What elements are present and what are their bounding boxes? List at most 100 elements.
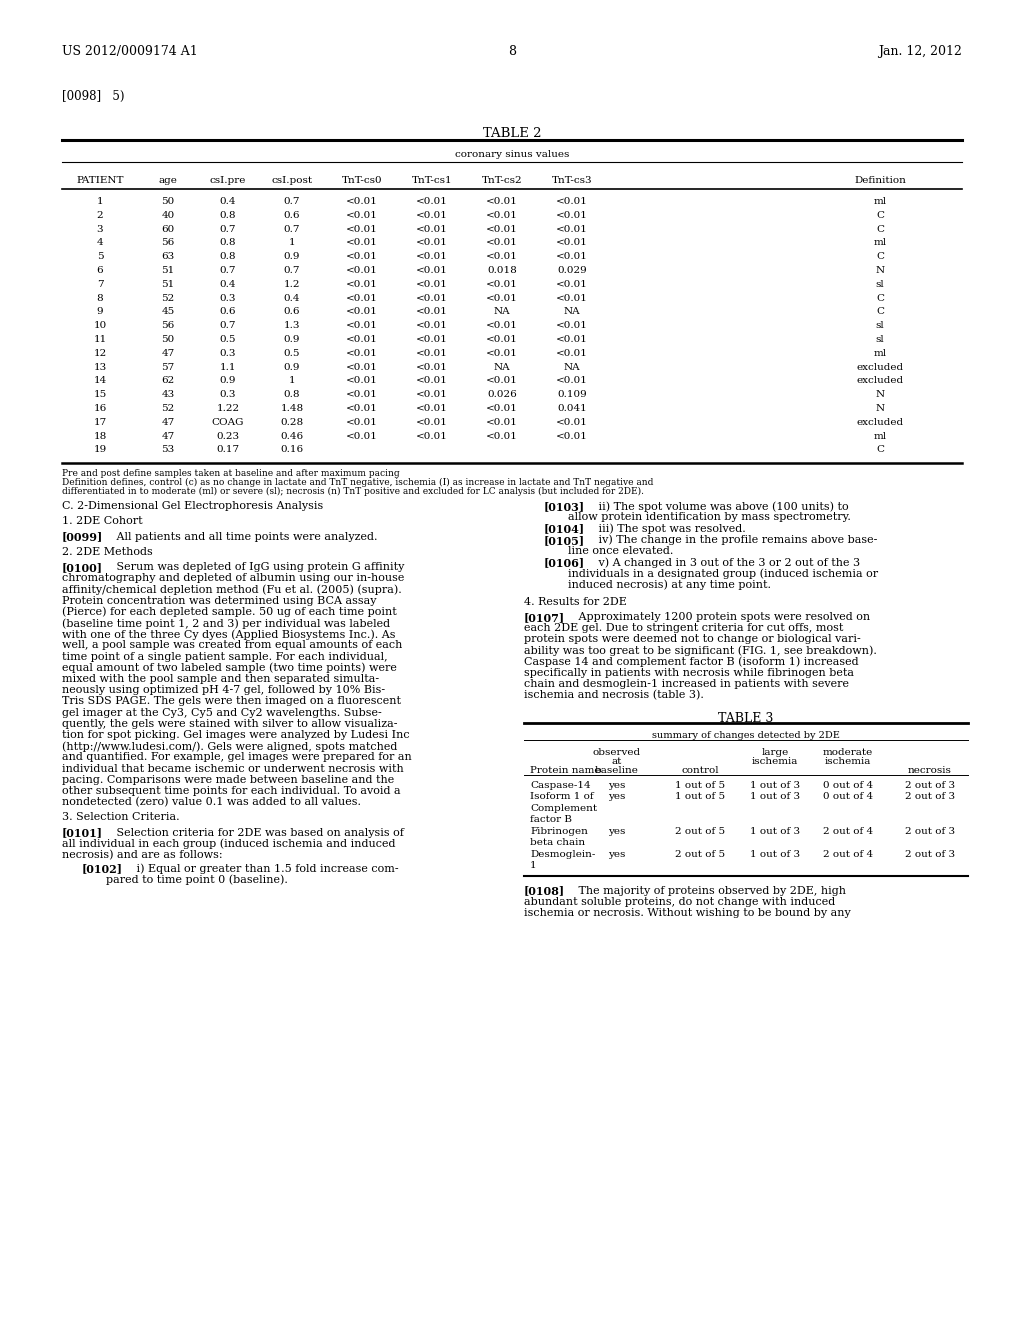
Text: at: at <box>611 756 623 766</box>
Text: <0.01: <0.01 <box>346 239 378 247</box>
Text: <0.01: <0.01 <box>346 376 378 385</box>
Text: Fibrinogen: Fibrinogen <box>530 826 588 836</box>
Text: individual that became ischemic or underwent necrosis with: individual that became ischemic or under… <box>62 763 403 774</box>
Text: 0.5: 0.5 <box>284 348 300 358</box>
Text: 56: 56 <box>162 239 175 247</box>
Text: 1: 1 <box>530 861 537 870</box>
Text: beta chain: beta chain <box>530 838 585 847</box>
Text: 1.48: 1.48 <box>281 404 303 413</box>
Text: 1: 1 <box>96 197 103 206</box>
Text: Complement: Complement <box>530 804 597 813</box>
Text: 62: 62 <box>162 376 175 385</box>
Text: C: C <box>876 211 884 220</box>
Text: (Pierce) for each depleted sample. 50 ug of each time point: (Pierce) for each depleted sample. 50 ug… <box>62 607 396 618</box>
Text: 51: 51 <box>162 280 175 289</box>
Text: 0.8: 0.8 <box>220 211 237 220</box>
Text: large: large <box>762 747 788 756</box>
Text: 2 out of 3: 2 out of 3 <box>905 826 955 836</box>
Text: <0.01: <0.01 <box>416 348 447 358</box>
Text: 0.8: 0.8 <box>284 391 300 399</box>
Text: pared to time point 0 (baseline).: pared to time point 0 (baseline). <box>106 874 288 884</box>
Text: 0.7: 0.7 <box>284 197 300 206</box>
Text: 0.46: 0.46 <box>281 432 303 441</box>
Text: <0.01: <0.01 <box>556 376 588 385</box>
Text: Definition defines, control (c) as no change in lactate and TnT negative, ischem: Definition defines, control (c) as no ch… <box>62 478 653 487</box>
Text: v) A changed in 3 out of the 3 or 2 out of the 3: v) A changed in 3 out of the 3 or 2 out … <box>588 557 860 568</box>
Text: 0.7: 0.7 <box>220 224 237 234</box>
Text: [0102]: [0102] <box>82 863 123 874</box>
Text: 0.029: 0.029 <box>557 267 587 275</box>
Text: <0.01: <0.01 <box>556 321 588 330</box>
Text: sl: sl <box>876 280 885 289</box>
Text: <0.01: <0.01 <box>346 293 378 302</box>
Text: 1 out of 3: 1 out of 3 <box>750 780 800 789</box>
Text: NA: NA <box>494 308 510 317</box>
Text: yes: yes <box>608 780 626 789</box>
Text: moderate: moderate <box>823 747 873 756</box>
Text: other subsequent time points for each individual. To avoid a: other subsequent time points for each in… <box>62 785 400 796</box>
Text: sl: sl <box>876 321 885 330</box>
Text: ischemia: ischemia <box>824 756 871 766</box>
Text: <0.01: <0.01 <box>556 348 588 358</box>
Text: <0.01: <0.01 <box>486 432 518 441</box>
Text: <0.01: <0.01 <box>346 348 378 358</box>
Text: <0.01: <0.01 <box>346 267 378 275</box>
Text: [0105]: [0105] <box>544 535 585 545</box>
Text: <0.01: <0.01 <box>556 432 588 441</box>
Text: 0.4: 0.4 <box>284 293 300 302</box>
Text: excluded: excluded <box>856 376 903 385</box>
Text: 0.23: 0.23 <box>216 432 240 441</box>
Text: 0.17: 0.17 <box>216 445 240 454</box>
Text: observed: observed <box>593 747 641 756</box>
Text: 16: 16 <box>93 404 106 413</box>
Text: <0.01: <0.01 <box>416 418 447 426</box>
Text: (http://www.ludesi.com/). Gels were aligned, spots matched: (http://www.ludesi.com/). Gels were alig… <box>62 742 397 752</box>
Text: 18: 18 <box>93 432 106 441</box>
Text: <0.01: <0.01 <box>416 432 447 441</box>
Text: <0.01: <0.01 <box>486 239 518 247</box>
Text: ml: ml <box>873 348 887 358</box>
Text: <0.01: <0.01 <box>346 335 378 345</box>
Text: 7: 7 <box>96 280 103 289</box>
Text: <0.01: <0.01 <box>486 376 518 385</box>
Text: <0.01: <0.01 <box>486 280 518 289</box>
Text: 14: 14 <box>93 376 106 385</box>
Text: 0.16: 0.16 <box>281 445 303 454</box>
Text: 8: 8 <box>508 45 516 58</box>
Text: yes: yes <box>608 792 626 801</box>
Text: <0.01: <0.01 <box>346 308 378 317</box>
Text: 40: 40 <box>162 211 175 220</box>
Text: each 2DE gel. Due to stringent criteria for cut offs, most: each 2DE gel. Due to stringent criteria … <box>524 623 844 634</box>
Text: with one of the three Cy dyes (Applied Biosystems Inc.). As: with one of the three Cy dyes (Applied B… <box>62 630 395 640</box>
Text: COAG: COAG <box>212 418 245 426</box>
Text: tion for spot picking. Gel images were analyzed by Ludesi Inc: tion for spot picking. Gel images were a… <box>62 730 410 741</box>
Text: 60: 60 <box>162 224 175 234</box>
Text: 4. Results for 2DE: 4. Results for 2DE <box>524 597 627 607</box>
Text: <0.01: <0.01 <box>556 224 588 234</box>
Text: N: N <box>876 391 885 399</box>
Text: csI.post: csI.post <box>271 176 312 185</box>
Text: <0.01: <0.01 <box>556 335 588 345</box>
Text: <0.01: <0.01 <box>486 293 518 302</box>
Text: 0.9: 0.9 <box>284 335 300 345</box>
Text: yes: yes <box>608 826 626 836</box>
Text: <0.01: <0.01 <box>416 224 447 234</box>
Text: 47: 47 <box>162 348 175 358</box>
Text: 0.3: 0.3 <box>220 391 237 399</box>
Text: <0.01: <0.01 <box>486 252 518 261</box>
Text: TnT-cs0: TnT-cs0 <box>342 176 382 185</box>
Text: 0.7: 0.7 <box>284 267 300 275</box>
Text: well, a pool sample was created from equal amounts of each: well, a pool sample was created from equ… <box>62 640 402 651</box>
Text: NA: NA <box>494 363 510 372</box>
Text: 57: 57 <box>162 363 175 372</box>
Text: <0.01: <0.01 <box>416 197 447 206</box>
Text: <0.01: <0.01 <box>486 335 518 345</box>
Text: <0.01: <0.01 <box>556 239 588 247</box>
Text: 1.1: 1.1 <box>220 363 237 372</box>
Text: and quantified. For example, gel images were prepared for an: and quantified. For example, gel images … <box>62 752 412 763</box>
Text: 0.8: 0.8 <box>220 239 237 247</box>
Text: 0.109: 0.109 <box>557 391 587 399</box>
Text: 2 out of 3: 2 out of 3 <box>905 792 955 801</box>
Text: <0.01: <0.01 <box>486 321 518 330</box>
Text: <0.01: <0.01 <box>486 211 518 220</box>
